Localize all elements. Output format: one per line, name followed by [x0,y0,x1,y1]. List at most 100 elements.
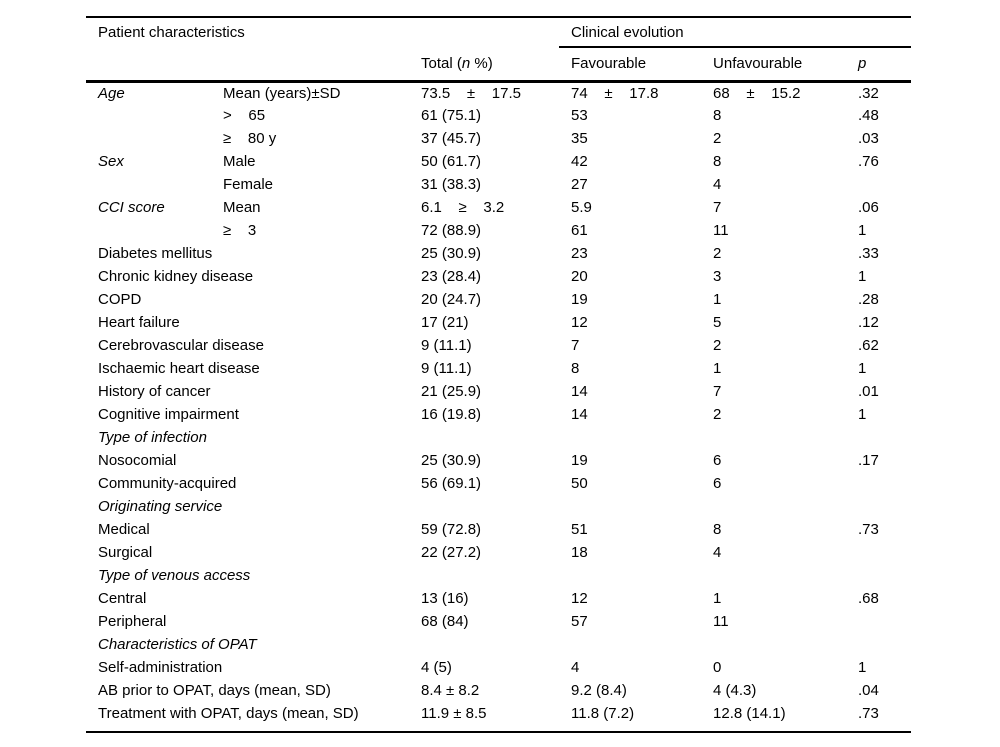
table-row: Peripheral 68 (84) 57 11 [86,610,911,633]
row-favourable-value: 11.8 (7.2) [571,705,635,722]
row-subcategory [211,541,409,564]
row-favourable-value: 61 [571,222,588,239]
row-subcategory: Male [223,153,256,170]
row-favourable-value: 5.9 [571,199,592,216]
col-group-clinical-evolution: Clinical evolution [559,17,912,48]
row-p-value [846,633,911,656]
col-header-empty [86,47,409,83]
table-row: Sex Male 50 (61.7) 42 8 .76 [86,150,911,173]
row-unfavourable-value [701,633,846,656]
row-favourable-value: 53 [571,107,588,124]
row-total-value [409,633,559,656]
row-category: Community-acquired [98,475,237,492]
row-favourable-value: 12 [571,590,588,607]
row-category: History of cancer [98,383,211,400]
row-category: Central [98,590,147,607]
table-row: COPD 20 (24.7) 19 1 .28 [86,288,911,311]
total-label-n: n [461,54,471,72]
row-category: Chronic kidney disease [98,268,254,285]
table-bottom-rule-cell [86,725,912,733]
row-subcategory [211,472,409,495]
total-label-suffix: %) [470,54,493,72]
row-category: Ischaemic heart disease [98,360,260,377]
table-row: > 65 61 (75.1) 53 8 .48 [86,104,911,127]
row-p-value: .76 [858,153,879,170]
row-unfavourable-value: 4 [713,176,722,193]
row-total-value: 9 (11.1) [421,337,472,354]
row-total-value: 73.5 ± 17.5 [421,84,521,102]
col-header-favourable: Favourable [559,47,702,83]
table-header: Patient characteristics Clinical evoluti… [86,17,912,83]
row-unfavourable-value: 8 [713,107,722,124]
row-unfavourable-value: 5 [713,314,722,331]
row-category [86,127,211,150]
row-category: Type of infection [98,429,207,446]
row-subcategory [211,380,409,403]
table-row: Originating service [86,495,911,518]
row-favourable-value: 35 [571,130,588,147]
table-row: Cerebrovascular disease 9 (11.1) 7 2 .62 [86,334,911,357]
table-row: Female 31 (38.3) 27 4 [86,173,911,196]
row-favourable-value [559,564,701,587]
row-favourable-value: 74 ± 17.8 [571,84,659,102]
row-unfavourable-value: 1 [713,360,722,377]
row-total-value: 25 (30.9) [421,245,482,262]
row-subcategory: Mean [223,199,261,216]
row-unfavourable-value [701,426,846,449]
patient-characteristics-table-wrap: Patient characteristics Clinical evoluti… [86,16,912,733]
table-row: Heart failure 17 (21) 12 5 .12 [86,311,911,334]
row-total-value: 22 (27.2) [421,544,482,561]
row-category: Heart failure [98,314,180,331]
row-total-value: 6.1 ≥ 3.2 [421,199,505,216]
row-subcategory [211,610,409,633]
table-body: Age Mean (years)±SD 73.5 ± 17.5 74 ± 17.8 68… [86,81,912,733]
row-unfavourable-value: 1 [713,291,722,308]
row-favourable-value: 14 [571,406,588,423]
row-total-value: 50 (61.7) [421,153,482,170]
row-favourable-value: 50 [571,475,588,492]
row-unfavourable-value: 8 [713,521,722,538]
row-p-value [846,564,911,587]
row-subcategory [211,311,409,334]
table-row: History of cancer 21 (25.9) 14 7 .01 [86,380,911,403]
row-total-value: 11.9 ± 8.5 [421,705,487,722]
table-row: Diabetes mellitus 25 (30.9) 23 2 .33 [86,242,911,265]
row-p-value: 1 [858,360,867,377]
row-category: Characteristics of OPAT [98,636,257,653]
row-total-value [409,495,559,518]
row-total-value: 21 (25.9) [421,383,482,400]
row-category: Nosocomial [98,452,177,469]
row-unfavourable-value [701,495,846,518]
row-subcategory [211,656,409,679]
row-total-value: 8.4 ± 8.2 [421,682,480,699]
table-row: Surgical 22 (27.2) 18 4 [86,541,911,564]
row-unfavourable-value: 2 [713,406,722,423]
row-category: CCI score [98,199,165,216]
row-p-value: .04 [858,682,879,699]
total-label-prefix: Total ( [421,54,462,72]
row-category: AB prior to OPAT, days (mean, SD) [98,682,331,699]
row-total-value: 37 (45.7) [421,130,482,147]
row-category [86,219,211,242]
row-p-value: 1 [858,406,867,423]
table-row: ≥ 80 y 37 (45.7) 35 2 .03 [86,127,911,150]
row-total-value: 23 (28.4) [421,268,482,285]
row-favourable-value: 42 [571,153,588,170]
row-subcategory [211,288,409,311]
row-p-value [846,173,911,196]
row-favourable-value: 27 [571,176,588,193]
row-unfavourable-value: 7 [713,199,722,216]
row-p-value: .62 [858,337,879,354]
row-category: Cerebrovascular disease [98,337,264,354]
row-total-value: 16 (19.8) [421,406,482,423]
row-p-value: .06 [858,199,879,216]
row-unfavourable-value: 68 ± 15.2 [713,84,801,102]
row-unfavourable-value: 4 [713,544,722,561]
row-p-value: .17 [858,452,879,469]
row-total-value [409,564,559,587]
row-favourable-value [559,633,701,656]
row-category: Type of venous access [98,567,251,584]
row-p-value: .01 [858,383,879,400]
table-row: Age Mean (years)±SD 73.5 ± 17.5 74 ± 17.8 68… [86,81,911,104]
table-row: AB prior to OPAT, days (mean, SD) 8.4 ± 8… [86,679,911,702]
